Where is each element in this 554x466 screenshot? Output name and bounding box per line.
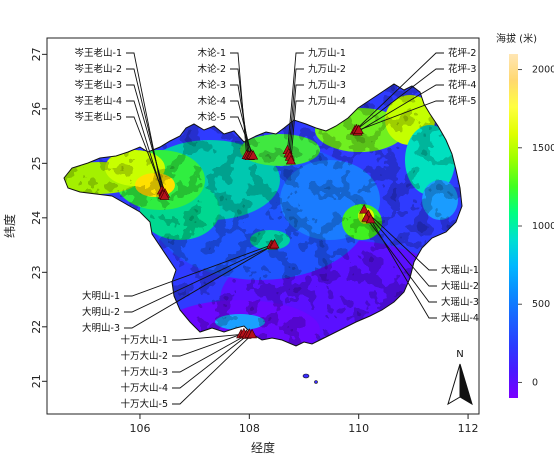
site-label: 大瑶山-1 bbox=[441, 264, 479, 276]
site-markers bbox=[156, 123, 376, 339]
site-marker bbox=[353, 124, 364, 134]
site-marker bbox=[359, 204, 370, 214]
site-marker bbox=[159, 190, 170, 200]
site-label: 九万山-2 bbox=[308, 63, 346, 75]
leader-line bbox=[126, 84, 166, 194]
site-label: 大明山-1 bbox=[82, 290, 120, 302]
leader-line bbox=[358, 100, 444, 131]
site-label: 花坪-3 bbox=[448, 63, 476, 75]
site-label: 木论-4 bbox=[198, 95, 226, 107]
colorbar-title: 海拔 (米) bbox=[496, 32, 537, 45]
elevation-colorbar: 海拔 (米) 0 500 1000 1500 2000 bbox=[496, 32, 554, 398]
site-label: 大明山-3 bbox=[82, 322, 120, 334]
y-tick-label: 24 bbox=[30, 211, 43, 225]
leader-line bbox=[368, 214, 437, 287]
site-label: 花坪-5 bbox=[448, 95, 476, 107]
leader-line bbox=[126, 68, 164, 193]
site-label: 岑王老山-2 bbox=[75, 63, 122, 75]
site-marker bbox=[247, 328, 258, 339]
leader-line bbox=[124, 244, 272, 297]
x-axis: 106 108 110 112 bbox=[129, 414, 479, 435]
leader-line bbox=[126, 116, 165, 197]
island bbox=[302, 373, 310, 379]
y-tick-label: 22 bbox=[30, 320, 43, 334]
colorbar-tick-label: 0 bbox=[532, 377, 538, 388]
site-labels: 岑王老山-1 岑王老山-2 岑王老山-3 岑王老山-4 岑王老山-5 木论-1 木论-2 木论… bbox=[75, 47, 479, 410]
colorbar-tick-label: 2000 bbox=[532, 65, 554, 76]
colorbar-tick-label: 1000 bbox=[532, 221, 554, 232]
site-label: 花坪-2 bbox=[448, 47, 476, 59]
site-label: 十万大山-2 bbox=[121, 350, 168, 362]
north-label: N bbox=[456, 349, 463, 360]
site-marker bbox=[365, 213, 376, 224]
site-label: 岑王老山-5 bbox=[75, 111, 122, 123]
leader-line bbox=[124, 245, 274, 313]
x-axis-title: 经度 bbox=[251, 440, 275, 455]
leader-line bbox=[124, 244, 275, 329]
site-marker bbox=[248, 150, 259, 160]
site-label: 大瑶山-2 bbox=[441, 280, 479, 292]
leader-line bbox=[287, 52, 304, 151]
y-axis-title: 纬度 bbox=[2, 214, 17, 238]
x-tick-label: 112 bbox=[458, 422, 479, 435]
leader-line bbox=[230, 100, 252, 156]
site-label: 岑王老山-1 bbox=[75, 47, 122, 59]
site-label: 九万山-4 bbox=[308, 95, 346, 107]
leader-line bbox=[172, 333, 242, 341]
y-axis: 21 22 23 24 25 26 27 bbox=[30, 47, 47, 388]
site-label: 木论-5 bbox=[198, 111, 226, 123]
leader-line bbox=[172, 334, 247, 373]
y-tick-label: 21 bbox=[30, 374, 43, 388]
leader-line bbox=[370, 219, 437, 319]
site-label: 九万山-3 bbox=[308, 79, 346, 91]
site-marker bbox=[285, 154, 296, 165]
site-leader-lines bbox=[124, 52, 444, 405]
site-label: 木论-2 bbox=[198, 63, 226, 75]
site-label: 大瑶山-3 bbox=[441, 296, 479, 308]
colorbar-tick-label: 500 bbox=[532, 299, 550, 310]
x-tick-label: 106 bbox=[129, 422, 150, 435]
leader-line bbox=[288, 68, 304, 154]
leader-line bbox=[290, 100, 304, 161]
y-tick-label: 27 bbox=[30, 47, 43, 61]
leader-line bbox=[365, 217, 437, 303]
leader-line bbox=[363, 209, 437, 271]
y-tick-label: 25 bbox=[30, 156, 43, 170]
leader-line bbox=[289, 84, 304, 157]
leader-line bbox=[354, 52, 444, 131]
site-label: 大明山-2 bbox=[82, 306, 120, 318]
leader-line bbox=[172, 334, 253, 405]
site-label: 木论-3 bbox=[198, 79, 226, 91]
site-label: 十万大山-1 bbox=[121, 334, 168, 346]
leader-line bbox=[126, 100, 164, 196]
x-tick-label: 108 bbox=[239, 422, 260, 435]
y-tick-label: 23 bbox=[30, 265, 43, 279]
leader-line bbox=[356, 68, 444, 130]
x-tick-label: 110 bbox=[348, 422, 369, 435]
y-tick-label: 26 bbox=[30, 102, 43, 116]
leader-line bbox=[230, 116, 254, 156]
site-label: 木论-1 bbox=[198, 47, 226, 59]
site-label: 岑王老山-3 bbox=[75, 79, 122, 91]
site-label: 岑王老山-4 bbox=[75, 95, 122, 107]
land-outline bbox=[63, 83, 463, 347]
site-label: 花坪-4 bbox=[448, 79, 476, 91]
site-label: 十万大山-4 bbox=[121, 382, 168, 394]
site-label: 大瑶山-4 bbox=[441, 312, 479, 324]
leader-line bbox=[172, 333, 250, 389]
colorbar-tick-label: 1500 bbox=[532, 143, 554, 154]
site-label: 十万大山-5 bbox=[121, 398, 168, 410]
site-marker bbox=[269, 238, 280, 249]
north-arrow: N bbox=[447, 349, 473, 406]
island bbox=[314, 380, 318, 384]
site-label: 十万大山-3 bbox=[121, 366, 168, 378]
plot-frame bbox=[46, 37, 480, 415]
site-label: 九万山-1 bbox=[308, 47, 346, 59]
leader-line bbox=[172, 332, 245, 357]
leader-line bbox=[357, 84, 444, 133]
